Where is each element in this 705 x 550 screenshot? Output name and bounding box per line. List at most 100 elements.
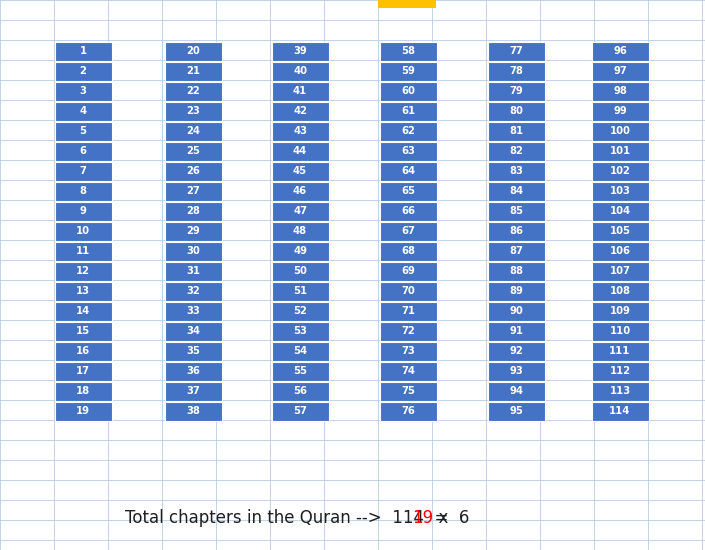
Text: 78: 78 bbox=[509, 67, 523, 76]
Text: 101: 101 bbox=[609, 146, 630, 157]
Text: 2: 2 bbox=[80, 67, 87, 76]
Bar bbox=[271, 322, 329, 341]
Bar bbox=[591, 42, 649, 61]
Text: 92: 92 bbox=[509, 346, 523, 356]
Text: 59: 59 bbox=[401, 67, 415, 76]
Text: 46: 46 bbox=[293, 186, 307, 196]
Text: 25: 25 bbox=[186, 146, 200, 157]
Bar bbox=[164, 282, 221, 301]
Text: 24: 24 bbox=[186, 126, 200, 136]
Text: 6: 6 bbox=[80, 146, 87, 157]
Bar bbox=[164, 322, 221, 341]
Bar bbox=[271, 82, 329, 101]
Bar bbox=[54, 402, 111, 421]
Bar bbox=[591, 182, 649, 201]
Bar bbox=[164, 142, 221, 161]
Text: 37: 37 bbox=[186, 387, 200, 397]
Bar bbox=[54, 202, 111, 221]
Text: 1: 1 bbox=[80, 47, 87, 57]
Bar bbox=[271, 362, 329, 381]
Bar bbox=[379, 42, 436, 61]
Bar bbox=[164, 82, 221, 101]
Bar bbox=[54, 302, 111, 321]
Bar bbox=[591, 82, 649, 101]
Bar bbox=[54, 82, 111, 101]
Text: 32: 32 bbox=[186, 287, 200, 296]
Bar bbox=[487, 202, 544, 221]
Bar bbox=[271, 242, 329, 261]
Bar bbox=[164, 162, 221, 181]
Text: 68: 68 bbox=[401, 246, 415, 256]
Text: 76: 76 bbox=[401, 406, 415, 416]
Text: 63: 63 bbox=[401, 146, 415, 157]
Bar bbox=[379, 402, 436, 421]
Bar bbox=[54, 102, 111, 121]
Bar bbox=[164, 202, 221, 221]
Bar bbox=[591, 342, 649, 361]
Bar bbox=[164, 102, 221, 121]
Bar bbox=[54, 182, 111, 201]
Text: 28: 28 bbox=[186, 206, 200, 217]
Bar bbox=[271, 102, 329, 121]
Bar bbox=[591, 162, 649, 181]
Bar bbox=[164, 342, 221, 361]
Text: 62: 62 bbox=[401, 126, 415, 136]
Text: 107: 107 bbox=[610, 267, 630, 277]
Bar bbox=[487, 62, 544, 81]
Text: 106: 106 bbox=[610, 246, 630, 256]
Text: 21: 21 bbox=[186, 67, 200, 76]
Text: 83: 83 bbox=[509, 167, 523, 177]
Bar bbox=[487, 362, 544, 381]
Text: 39: 39 bbox=[293, 47, 307, 57]
Text: 3: 3 bbox=[80, 86, 87, 96]
Bar bbox=[54, 162, 111, 181]
Bar bbox=[164, 262, 221, 281]
Text: 7: 7 bbox=[80, 167, 87, 177]
Text: 5: 5 bbox=[80, 126, 87, 136]
Text: 19: 19 bbox=[76, 406, 90, 416]
Text: 38: 38 bbox=[186, 406, 200, 416]
Text: 109: 109 bbox=[610, 306, 630, 316]
Text: 114: 114 bbox=[609, 406, 631, 416]
Text: 110: 110 bbox=[609, 327, 630, 337]
Bar bbox=[487, 162, 544, 181]
Text: 30: 30 bbox=[186, 246, 200, 256]
Bar bbox=[487, 402, 544, 421]
Bar bbox=[487, 182, 544, 201]
Bar bbox=[54, 222, 111, 241]
Text: 10: 10 bbox=[76, 227, 90, 236]
Bar bbox=[487, 382, 544, 401]
Bar bbox=[164, 302, 221, 321]
Text: 67: 67 bbox=[401, 227, 415, 236]
Bar bbox=[379, 302, 436, 321]
Bar bbox=[271, 282, 329, 301]
Bar bbox=[164, 242, 221, 261]
Text: 98: 98 bbox=[613, 86, 627, 96]
Bar bbox=[271, 142, 329, 161]
Bar bbox=[378, 0, 436, 8]
Bar bbox=[271, 202, 329, 221]
Text: 34: 34 bbox=[186, 327, 200, 337]
Bar bbox=[379, 282, 436, 301]
Text: 27: 27 bbox=[186, 186, 200, 196]
Text: 96: 96 bbox=[613, 47, 627, 57]
Text: 16: 16 bbox=[76, 346, 90, 356]
Bar bbox=[379, 162, 436, 181]
Text: 88: 88 bbox=[509, 267, 523, 277]
Bar bbox=[379, 182, 436, 201]
Bar bbox=[379, 362, 436, 381]
Text: 90: 90 bbox=[509, 306, 523, 316]
Text: 94: 94 bbox=[509, 387, 523, 397]
Bar bbox=[271, 262, 329, 281]
Bar bbox=[379, 62, 436, 81]
Text: 100: 100 bbox=[610, 126, 630, 136]
Bar bbox=[379, 82, 436, 101]
Text: 93: 93 bbox=[509, 366, 523, 377]
Bar bbox=[379, 342, 436, 361]
Text: 66: 66 bbox=[401, 206, 415, 217]
Bar bbox=[379, 202, 436, 221]
Bar bbox=[591, 322, 649, 341]
Bar bbox=[487, 302, 544, 321]
Bar bbox=[271, 222, 329, 241]
Bar bbox=[271, 302, 329, 321]
